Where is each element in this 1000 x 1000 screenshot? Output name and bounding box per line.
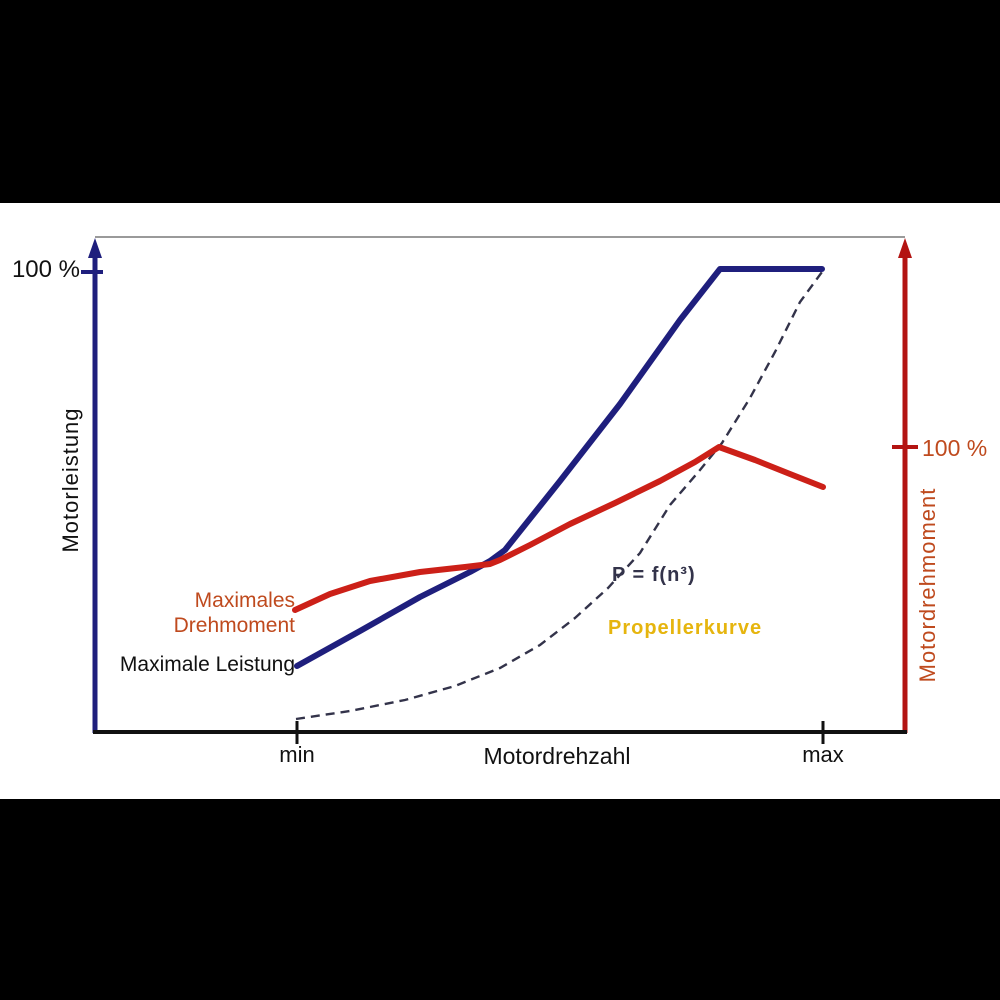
curve-maximales-drehmoment [292,444,826,613]
x-axis-title: Motordrehzahl [483,743,631,769]
annotation-torque-line2: Drehmoment [173,614,295,637]
annotation-propellerkurve: Propellerkurve [608,617,763,639]
annotation-maximale-leistung: Maximale Leistung [119,653,295,676]
y-left-tick-label-100: 100 % [11,256,80,283]
y-right-tick-label-100: 100 % [922,435,988,461]
annotation-maximales-drehmoment: Maximales Drehmoment [95,588,295,638]
annotation-torque-line1: Maximales [194,589,295,612]
y-axis-left-arrowhead [88,238,102,258]
annotation-propeller-formula: P = f(n³) [612,564,696,586]
letterbox-bottom [0,799,1000,1000]
y-axis-right-arrowhead [898,238,912,258]
x-tick-label-min: min [279,742,315,767]
x-tick-label-max: max [802,742,844,767]
curve-maximale-leistung [294,266,825,669]
y-left-axis-title: Motorleistung [58,407,83,553]
curve-propellerkurve [295,271,823,721]
y-right-axis-title: Motordrehmoment [915,487,940,683]
letterbox-top [0,0,1000,203]
